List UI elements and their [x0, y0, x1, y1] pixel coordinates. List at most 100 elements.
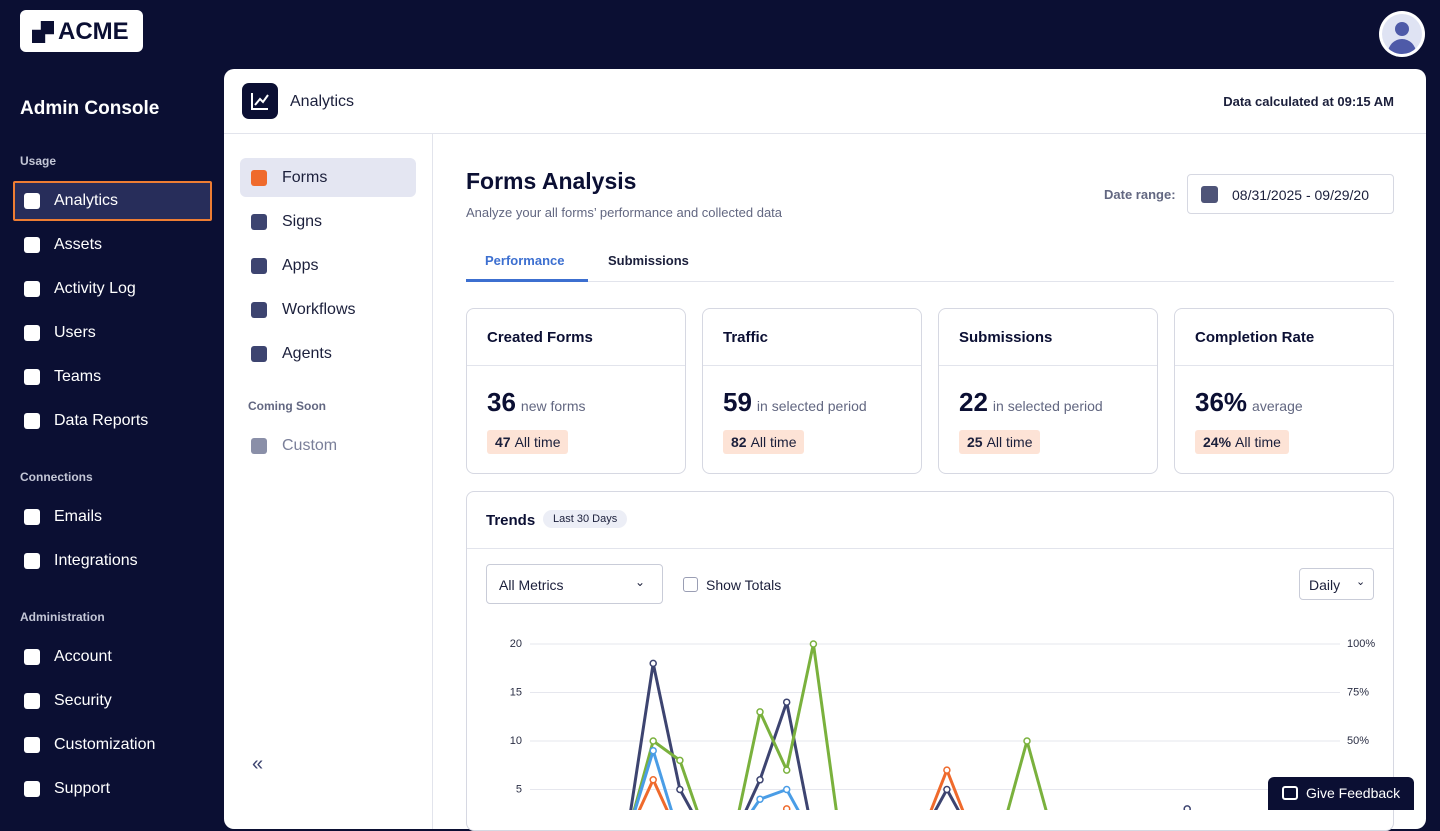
data-point	[756, 795, 764, 803]
card-total-label: All time	[514, 434, 561, 450]
card-title: Completion Rate	[1195, 329, 1315, 346]
card-total-label: All time	[1235, 434, 1281, 450]
content-subtitle: Analyze your all forms’ performance and …	[466, 205, 783, 220]
sidebar-item[interactable]: Security	[54, 692, 112, 709]
sidebar-item[interactable]: Customization	[54, 736, 156, 753]
sidebar-item[interactable]: Integrations	[54, 552, 138, 569]
trends-title: Trends	[486, 512, 536, 529]
data-point	[756, 708, 764, 716]
feedback-label: Give Feedback	[1306, 785, 1401, 801]
data-point	[649, 776, 657, 784]
trends-divider	[467, 548, 1393, 549]
tab[interactable]: Submissions	[608, 253, 689, 268]
tab[interactable]: Performance	[485, 253, 565, 268]
stat-card: Traffic 59 in selected period 82 All time	[702, 308, 922, 474]
card-value: 22	[959, 387, 988, 417]
subnav-item[interactable]: Agents	[282, 345, 332, 362]
data-point	[782, 766, 791, 774]
show-totals-checkbox[interactable]	[683, 577, 698, 592]
subnav-icon	[251, 302, 267, 318]
interval-value: Daily	[1309, 577, 1341, 593]
sidebar-icon	[24, 649, 40, 665]
card-unit: average	[1252, 398, 1303, 414]
card-total-label: All time	[986, 434, 1033, 450]
sidebar-icon	[24, 325, 40, 341]
sidebar-item[interactable]: Account	[54, 648, 112, 665]
subnav-item[interactable]: Signs	[282, 213, 323, 230]
sidebar-icon	[24, 413, 40, 429]
series-line	[633, 749, 800, 810]
calendar-icon	[1201, 186, 1218, 203]
subnav-item[interactable]: Apps	[282, 257, 319, 274]
sidebar-section-label: Administration	[20, 610, 105, 624]
sidebar-icon	[24, 237, 40, 253]
sidebar-section-label: Usage	[20, 154, 57, 168]
show-totals-label: Show Totals	[706, 577, 782, 593]
subnav-icon	[251, 438, 267, 454]
sidebar-icon	[24, 509, 40, 525]
trends-chart: 5 10 15 20 50% 75% 100%	[510, 638, 1375, 810]
avatar[interactable]	[1379, 11, 1425, 57]
sidebar-icon	[24, 369, 40, 385]
header-icon	[242, 83, 278, 119]
y-tick-label: 5	[516, 783, 522, 795]
active-highlight	[13, 181, 212, 221]
stat-card: Submissions 22 in selected period 25 All tim…	[938, 308, 1158, 474]
card-total: 25	[967, 434, 983, 450]
sidebar-icon	[24, 193, 40, 209]
data-point	[649, 737, 657, 745]
interval-select[interactable]: Daily ⌄	[1299, 568, 1374, 600]
subnav-icon	[251, 170, 267, 186]
sidebar-item[interactable]: Users	[54, 324, 96, 341]
card-unit: in selected period	[992, 398, 1103, 414]
trends-badge: Last 30 Days	[543, 510, 628, 528]
sidebar-icon	[24, 281, 40, 297]
metric-select[interactable]: All Metrics ⌄	[486, 564, 663, 604]
card-badge: 47 All time	[487, 430, 569, 454]
sidebar-item[interactable]: Data Reports	[54, 412, 149, 429]
content-title: Forms Analysis	[466, 168, 637, 194]
date-range: 08/31/2025 - 09/29/20	[1232, 187, 1370, 203]
card-title: Traffic	[723, 329, 769, 346]
data-point	[782, 698, 791, 706]
series-line	[632, 642, 1048, 810]
collapse-button[interactable]: «	[252, 753, 264, 775]
sidebar-item[interactable]: Emails	[54, 508, 103, 525]
card-divider	[939, 365, 1157, 366]
subnav-item[interactable]: Workflows	[282, 301, 356, 318]
sidebar-item[interactable]: Analytics	[54, 192, 119, 209]
sidebar-item[interactable]: Support	[54, 780, 111, 797]
card-value: 36	[487, 387, 516, 417]
date-range-input[interactable]: 08/31/2025 - 09/29/20	[1187, 174, 1394, 214]
avatar-bg	[1382, 14, 1422, 54]
card-total: 24%	[1203, 434, 1232, 450]
subnav-item[interactable]: Forms	[282, 169, 328, 186]
y-tick-label: 10	[510, 735, 522, 747]
card-value-row: 36% average	[1195, 387, 1303, 418]
sidebar-icon	[24, 693, 40, 709]
sidebar-item[interactable]: Teams	[54, 368, 102, 385]
data-point	[676, 756, 684, 765]
sidebar-item[interactable]: Assets	[54, 236, 103, 253]
card-divider	[703, 365, 921, 366]
card-divider	[1175, 365, 1393, 366]
data-point	[649, 659, 657, 668]
sidebar-icon	[24, 737, 40, 753]
data-point	[809, 640, 818, 648]
card-title: Created Forms	[487, 329, 593, 346]
y2-tick-label: 75%	[1347, 686, 1369, 698]
series-line	[629, 661, 1191, 810]
logo[interactable]: ACME	[20, 10, 143, 52]
header-icon-glyph	[251, 93, 269, 110]
card-title: Submissions	[959, 329, 1053, 346]
card-value: 36%	[1195, 387, 1248, 417]
metric-select-value: All Metrics	[499, 577, 564, 593]
date-range-label: Date range:	[1104, 187, 1176, 202]
card-total: 47	[495, 434, 511, 450]
subnav-active	[240, 158, 416, 197]
data-point	[1183, 805, 1191, 810]
feedback-button[interactable]: Give Feedback	[1268, 777, 1414, 810]
data-point	[943, 766, 951, 774]
sidebar-item[interactable]: Activity Log	[54, 280, 136, 297]
y2-tick-label: 100%	[1347, 638, 1375, 650]
